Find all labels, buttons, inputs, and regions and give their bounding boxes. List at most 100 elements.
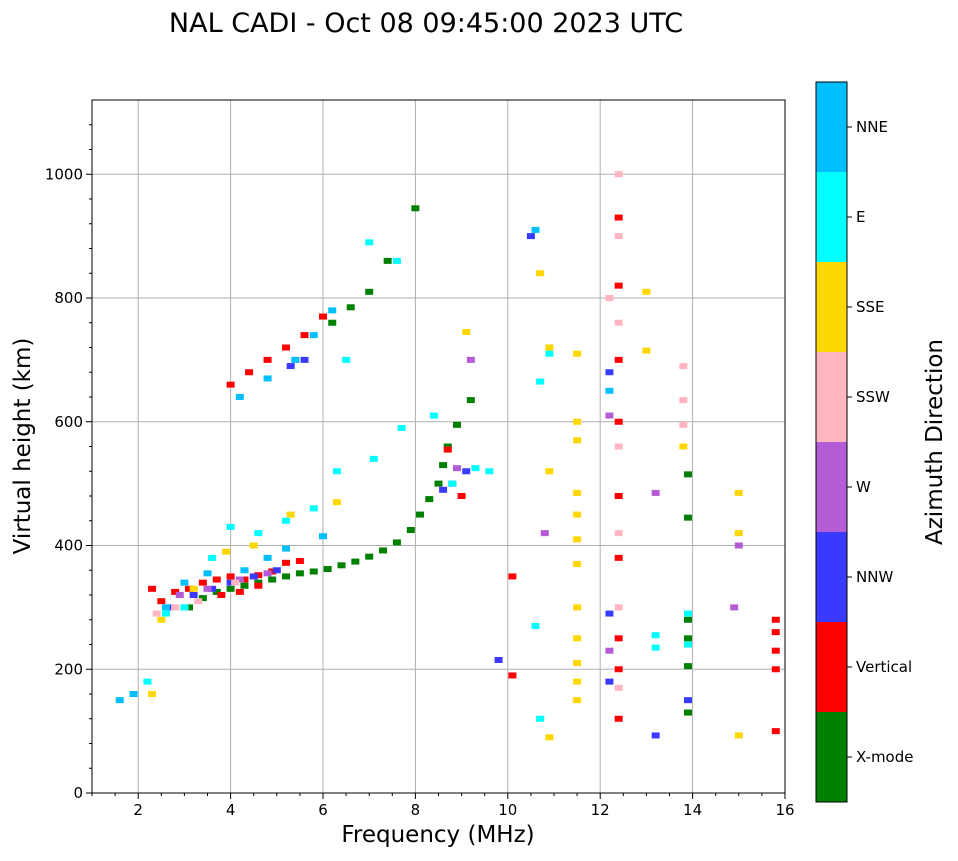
data-point-sse [332, 499, 341, 506]
data-point-vertical [614, 554, 623, 561]
data-point-nnw [605, 678, 614, 685]
data-point-w [734, 542, 743, 549]
x-tick-label: 2 [133, 801, 143, 819]
y-tick-label: 800 [54, 289, 83, 307]
colorbar-label-sse: SSE [856, 298, 885, 316]
colorbar-label-w: W [856, 478, 871, 496]
data-point-sse [573, 604, 582, 611]
data-point-vertical [245, 369, 254, 376]
data-point-vertical [212, 576, 221, 583]
data-point-nne [282, 545, 291, 552]
data-point-sse [545, 344, 554, 351]
data-point-nne [291, 356, 300, 363]
data-point-ssw [679, 397, 688, 404]
data-point-nnw [683, 697, 692, 704]
data-point-x-mode [328, 319, 337, 326]
data-point-nne [309, 332, 318, 339]
data-point-vertical [614, 356, 623, 363]
data-point-nne [180, 579, 189, 586]
data-point-ssw [152, 610, 161, 617]
colorbar-label-nnw: NNW [856, 568, 893, 586]
data-point-sse [573, 561, 582, 568]
data-point-e [365, 239, 374, 246]
colorbar-label-x-mode: X-mode [856, 748, 913, 766]
data-point-vertical [614, 493, 623, 499]
data-point-x-mode [439, 462, 448, 469]
data-point-e [683, 641, 692, 648]
data-point-x-mode [425, 496, 434, 503]
data-point-nnw [249, 573, 258, 580]
data-point-sse [157, 616, 166, 623]
x-tick-label: 8 [411, 801, 421, 819]
y-tick-label: 1000 [45, 165, 83, 183]
data-point-e [536, 378, 545, 385]
data-point-x-mode [240, 582, 249, 589]
data-point-w [263, 570, 272, 577]
data-point-ssw [679, 363, 688, 370]
data-point-vertical [148, 585, 157, 592]
x-tick-label: 4 [226, 801, 236, 819]
y-tick-label: 600 [54, 413, 83, 431]
data-point-nne [531, 226, 540, 233]
data-point-x-mode [365, 553, 374, 560]
data-point-ssw [614, 530, 623, 537]
data-point-vertical [614, 635, 623, 642]
data-point-nnw [526, 233, 535, 240]
data-point-nne [129, 691, 138, 697]
data-point-vertical [614, 715, 623, 722]
data-point-vertical [508, 672, 517, 679]
colorbar-swatch-x-mode [816, 712, 847, 802]
data-point-e [282, 517, 291, 524]
data-point-sse [462, 329, 471, 336]
x-tick-label: 6 [318, 801, 328, 819]
data-point-sse [679, 443, 688, 450]
data-point-x-mode [346, 304, 355, 311]
data-point-vertical [300, 332, 309, 339]
x-tick-label: 10 [498, 801, 517, 819]
x-tick-label: 12 [591, 801, 610, 819]
data-point-x-mode [282, 573, 291, 580]
colorbar-labels: X-mode Vertical NNW W SSW SSE E NNE [847, 118, 913, 766]
data-point-sse [573, 511, 582, 518]
data-point-e [683, 610, 692, 617]
data-point-nne [263, 554, 272, 561]
data-point-nnw [605, 369, 614, 376]
data-point-sse [573, 660, 582, 667]
data-point-ssw [605, 295, 614, 301]
data-point-x-mode [434, 480, 443, 487]
data-point-e [309, 505, 318, 512]
data-point-ssw [614, 684, 623, 691]
data-point-vertical [457, 493, 466, 499]
data-point-x-mode [383, 257, 392, 264]
colorbar-swatch-nne [816, 82, 847, 172]
data-point-sse [573, 697, 582, 704]
data-point-e [226, 523, 235, 530]
data-point-sse [734, 530, 743, 537]
data-point-x-mode [351, 558, 360, 565]
data-point-x-mode [683, 616, 692, 623]
colorbar-label-e: E [856, 208, 865, 226]
y-tick-label: 0 [73, 784, 83, 802]
data-point-e [448, 480, 457, 487]
data-point-sse [536, 270, 545, 277]
data-point-w [203, 585, 212, 592]
data-point-e [545, 350, 554, 357]
data-point-vertical [771, 728, 780, 735]
data-point-e [180, 604, 189, 611]
data-marks [115, 171, 780, 741]
data-point-ssw [614, 171, 623, 178]
data-point-ssw [171, 604, 180, 611]
data-point-x-mode [198, 595, 207, 602]
data-point-vertical [198, 579, 207, 586]
data-point-vertical [185, 585, 194, 592]
data-point-w [651, 489, 660, 496]
x-axis-ticks: 2 4 6 8 10 12 14 16 [91, 793, 795, 819]
data-point-x-mode [309, 568, 318, 575]
data-point-sse [249, 542, 258, 549]
data-point-nne [263, 375, 272, 382]
data-point-x-mode [254, 579, 263, 586]
colorbar-swatch-e [816, 172, 847, 262]
data-point-e [342, 356, 351, 363]
